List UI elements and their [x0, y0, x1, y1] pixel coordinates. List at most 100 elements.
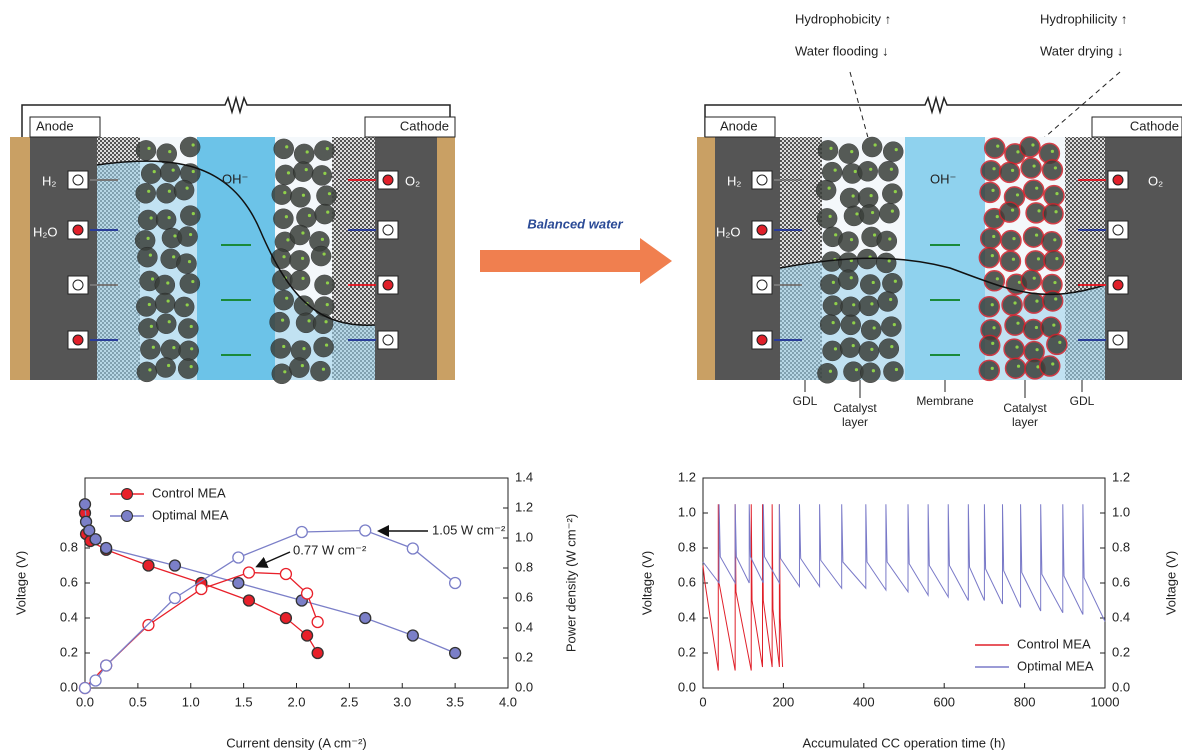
particle	[819, 314, 841, 335]
cathode-label: Cathode	[400, 118, 449, 133]
particle-dot	[324, 343, 329, 347]
particle	[269, 311, 290, 333]
x-tick-label: 600	[933, 694, 955, 709]
particle-dot	[894, 148, 898, 152]
particle	[1003, 338, 1025, 360]
particle-dot	[831, 321, 835, 325]
particle-dot	[150, 277, 155, 281]
cathode-box	[1091, 116, 1182, 138]
x-tick-label: 3.5	[446, 694, 464, 709]
point	[300, 629, 314, 642]
particle-dot	[1015, 193, 1020, 197]
y2-tick-label: 0.4	[515, 619, 533, 634]
point	[100, 659, 113, 672]
particle	[289, 357, 310, 378]
layer-label: Membrane	[916, 394, 974, 408]
anode-label: Anode	[720, 118, 758, 133]
particle	[879, 202, 900, 224]
circuit-wire	[21, 95, 451, 137]
particle-dot	[870, 347, 874, 352]
particle-dot	[1036, 365, 1040, 369]
particle	[983, 270, 1006, 292]
layer-label: GDL	[1069, 394, 1095, 408]
particle-dot	[1012, 237, 1016, 241]
x-tick-label: 4.0	[499, 694, 517, 709]
particle	[1004, 314, 1026, 336]
y-axis-label: Voltage (V)	[639, 551, 654, 615]
particle-dot	[166, 299, 170, 303]
particle-dot	[1010, 168, 1015, 172]
particle	[1041, 231, 1063, 253]
particle	[838, 231, 859, 252]
particle-dot	[189, 365, 193, 369]
particle	[289, 250, 310, 271]
particle-dot	[168, 150, 172, 154]
point	[168, 591, 182, 605]
particle-dot	[854, 368, 859, 372]
particle	[857, 161, 878, 182]
x-tick-label: 200	[773, 694, 795, 709]
particle-dot	[301, 193, 306, 197]
legend-label: Control MEA	[1017, 636, 1091, 651]
molecule	[756, 279, 768, 291]
particle-dot	[188, 232, 193, 237]
particle	[998, 201, 1021, 223]
particle-dot	[1035, 299, 1039, 303]
species-label: O₂	[405, 173, 420, 188]
particle-dot	[1010, 208, 1015, 212]
y2-tick-label: 1.0	[515, 529, 533, 544]
particle	[840, 314, 861, 336]
x-tick-label: 2.5	[340, 694, 358, 709]
particle	[875, 252, 897, 274]
particle	[310, 245, 332, 267]
particle	[314, 274, 335, 296]
x-tick-label: 0.5	[129, 694, 147, 709]
molecule	[382, 174, 394, 186]
particle-dot	[890, 209, 894, 213]
species-icons	[751, 170, 1129, 356]
particle	[822, 340, 843, 362]
particle-dot	[1053, 280, 1057, 285]
particle-dot	[1031, 143, 1035, 147]
particle-dot	[185, 186, 189, 190]
particle-dot	[167, 216, 171, 220]
legend-label: Optimal MEA	[152, 507, 229, 522]
particle	[1042, 203, 1064, 225]
particle	[156, 143, 177, 164]
particle-dot	[147, 302, 151, 307]
particle	[314, 140, 335, 161]
particle	[978, 296, 1001, 318]
particle-dot	[893, 190, 897, 194]
particle	[978, 359, 1001, 382]
particle	[173, 179, 195, 201]
particle-dot	[300, 256, 305, 260]
particle-dot	[992, 234, 996, 239]
particle-dot	[992, 326, 996, 330]
particle-dot	[991, 188, 995, 192]
particle-dot	[171, 168, 175, 172]
y2-tick-label: 0.8	[515, 559, 533, 574]
particle	[839, 187, 861, 209]
x-tick-label: 3.0	[393, 694, 411, 709]
circuit-wire	[704, 95, 1182, 137]
species-label: OH⁻	[930, 171, 956, 186]
particle-dot	[190, 347, 194, 351]
anode-box	[29, 116, 101, 138]
particle-dot	[1015, 345, 1019, 349]
particle-dot	[995, 277, 999, 281]
particle-dot	[1050, 149, 1055, 153]
cathode-box	[364, 116, 456, 138]
particle	[310, 360, 331, 382]
x-tick-label: 1000	[1091, 694, 1120, 709]
y2-axis-label: Power density (W cm⁻²)	[563, 514, 578, 652]
point	[232, 576, 245, 590]
particle	[860, 274, 881, 295]
particle-dot	[995, 214, 999, 219]
point	[406, 542, 419, 555]
species-label: O₂	[1148, 173, 1163, 188]
particle	[178, 318, 199, 339]
molecule	[1112, 279, 1124, 291]
particle-dot	[322, 252, 326, 256]
particle	[1041, 290, 1064, 312]
